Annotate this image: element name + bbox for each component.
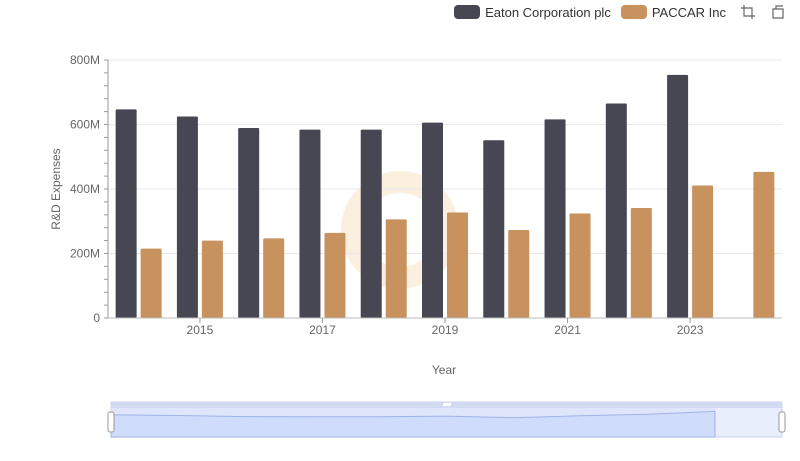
zoom-reset-icon[interactable] bbox=[770, 4, 786, 20]
y-tick-label: 800M bbox=[70, 53, 100, 67]
bar-eaton-2021[interactable] bbox=[544, 119, 566, 318]
navigator-series-area bbox=[110, 410, 716, 438]
legend-label-eaton: Eaton Corporation plc bbox=[485, 4, 611, 20]
legend: Eaton Corporation plc PACCAR Inc bbox=[454, 4, 786, 20]
y-axis-label: R&D Expenses bbox=[49, 148, 63, 229]
x-tick-label: 2015 bbox=[187, 323, 214, 337]
legend-item-eaton[interactable]: Eaton Corporation plc bbox=[454, 5, 611, 20]
bar-paccar-2023[interactable] bbox=[692, 185, 714, 318]
bar-eaton-2023[interactable] bbox=[667, 74, 689, 319]
legend-swatch-eaton bbox=[454, 5, 481, 19]
bar-paccar-2024[interactable] bbox=[753, 171, 775, 318]
legend-swatch-paccar bbox=[620, 5, 647, 19]
bar-paccar-2017[interactable] bbox=[324, 232, 346, 318]
bar-eaton-2019[interactable] bbox=[422, 122, 443, 318]
bar-paccar-2019[interactable] bbox=[447, 212, 468, 318]
x-axis-label: Year bbox=[432, 363, 456, 377]
legend-label-paccar: PACCAR Inc bbox=[651, 4, 726, 20]
bar-paccar-2020[interactable] bbox=[508, 229, 530, 318]
bar-paccar-2022[interactable] bbox=[630, 208, 652, 318]
bar-eaton-2014[interactable] bbox=[115, 109, 137, 318]
bar-paccar-2015[interactable] bbox=[201, 240, 223, 318]
x-tick-label: 2023 bbox=[677, 323, 704, 337]
bar-eaton-2017[interactable] bbox=[299, 129, 321, 318]
y-tick-label: 600M bbox=[70, 118, 100, 132]
bar-eaton-2018[interactable] bbox=[360, 129, 382, 318]
x-tick-label: 2019 bbox=[432, 323, 459, 337]
navigator-handle-left[interactable] bbox=[107, 411, 115, 433]
bar-eaton-2015[interactable] bbox=[176, 116, 198, 318]
x-tick-label: 2021 bbox=[554, 323, 581, 337]
y-tick-label: 200M bbox=[70, 247, 100, 261]
legend-item-paccar[interactable]: PACCAR Inc bbox=[620, 4, 726, 20]
y-tick-label: 400M bbox=[70, 182, 100, 196]
bar-paccar-2014[interactable] bbox=[140, 248, 162, 318]
zoom-select-icon[interactable] bbox=[740, 4, 756, 20]
bar-paccar-2016[interactable] bbox=[263, 238, 285, 318]
bar-paccar-2021[interactable] bbox=[569, 213, 591, 318]
range-navigator[interactable] bbox=[107, 401, 786, 438]
navigator-handle-right[interactable] bbox=[778, 411, 786, 433]
bar-paccar-2018[interactable] bbox=[385, 219, 407, 318]
bar-eaton-2022[interactable] bbox=[605, 103, 627, 318]
bar-eaton-2020[interactable] bbox=[483, 140, 505, 318]
bar-eaton-2016[interactable] bbox=[238, 128, 260, 318]
navigator-grip[interactable] bbox=[443, 403, 451, 406]
y-tick-label: 0 bbox=[93, 311, 100, 325]
x-tick-label: 2017 bbox=[309, 323, 336, 337]
